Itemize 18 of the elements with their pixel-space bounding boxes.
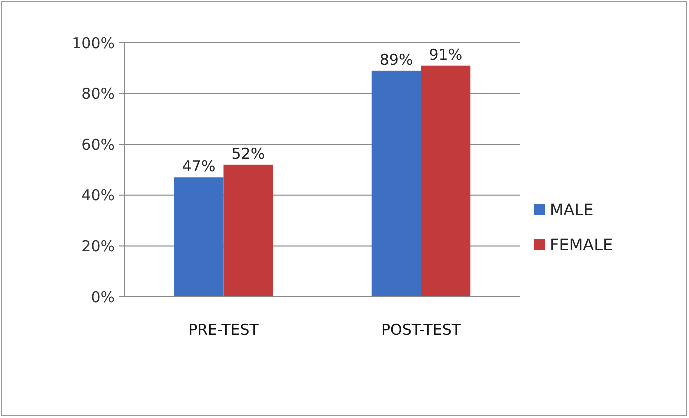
y-tick-label: 80% (82, 85, 115, 104)
data-label: 52% (232, 144, 266, 163)
data-label: 89% (380, 50, 414, 69)
legend-label: FEMALE (550, 236, 614, 255)
data-label: 47% (182, 158, 216, 176)
bar (224, 164, 274, 297)
x-tick-label: PRE-TEST (188, 321, 260, 339)
bar (421, 66, 471, 297)
y-tick-label: 60% (82, 136, 115, 154)
y-tick-label: 0% (91, 288, 115, 306)
legend-label: MALE (550, 200, 594, 220)
y-tick-label: 20% (82, 237, 115, 256)
data-label: 91% (429, 46, 463, 64)
bar (372, 70, 422, 297)
y-tick-label: 40% (82, 186, 115, 205)
bar (174, 178, 224, 297)
y-tick-label: 100% (72, 34, 115, 52)
x-tick-label: POST-TEST (381, 321, 462, 339)
